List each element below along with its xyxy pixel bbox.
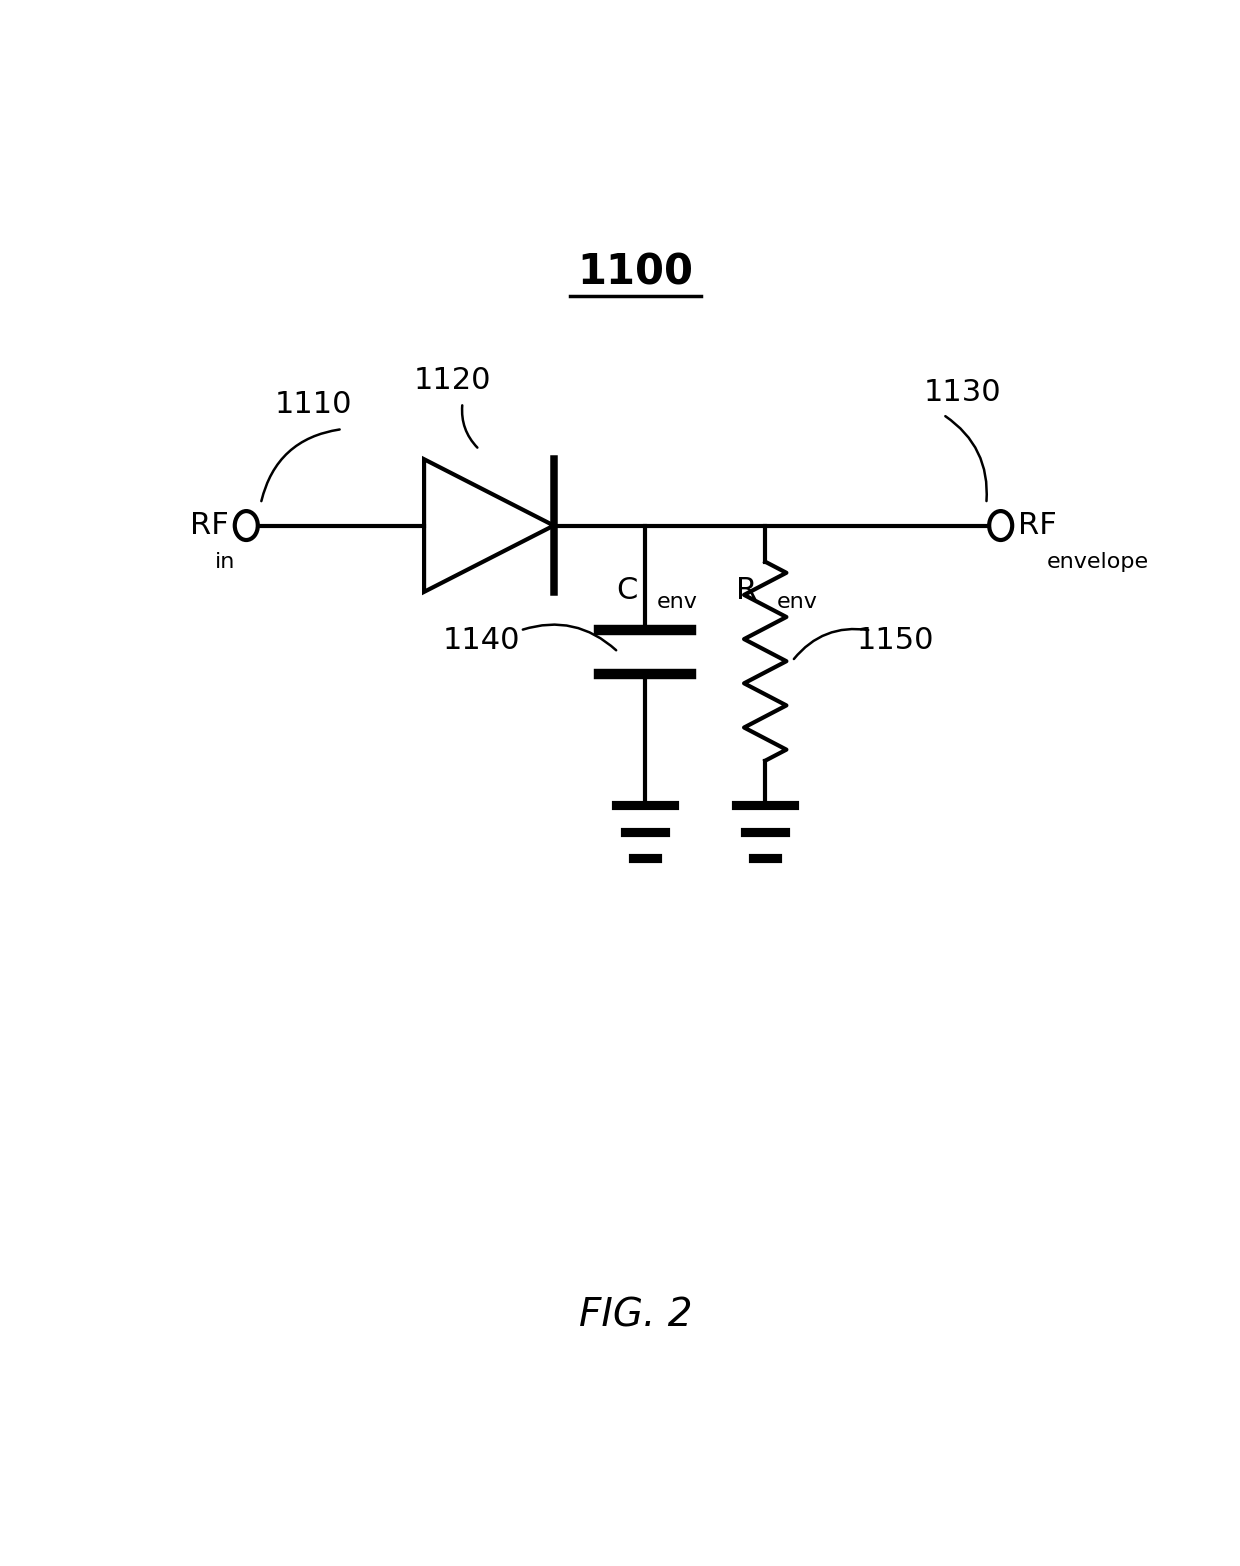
Text: RF: RF (190, 511, 229, 540)
Text: 1100: 1100 (578, 251, 693, 293)
Text: FIG. 2: FIG. 2 (579, 1297, 692, 1334)
Text: envelope: envelope (1047, 553, 1149, 572)
Text: RF: RF (1018, 511, 1056, 540)
Text: 1110: 1110 (275, 390, 352, 420)
Text: in: in (215, 553, 234, 572)
Text: 1150: 1150 (856, 625, 934, 655)
Text: 1140: 1140 (443, 625, 521, 655)
Text: R: R (737, 576, 758, 604)
Text: 1130: 1130 (924, 379, 1001, 407)
Text: C: C (616, 576, 637, 604)
Text: env: env (776, 592, 817, 612)
Text: env: env (657, 592, 698, 612)
Text: 1120: 1120 (414, 366, 491, 395)
